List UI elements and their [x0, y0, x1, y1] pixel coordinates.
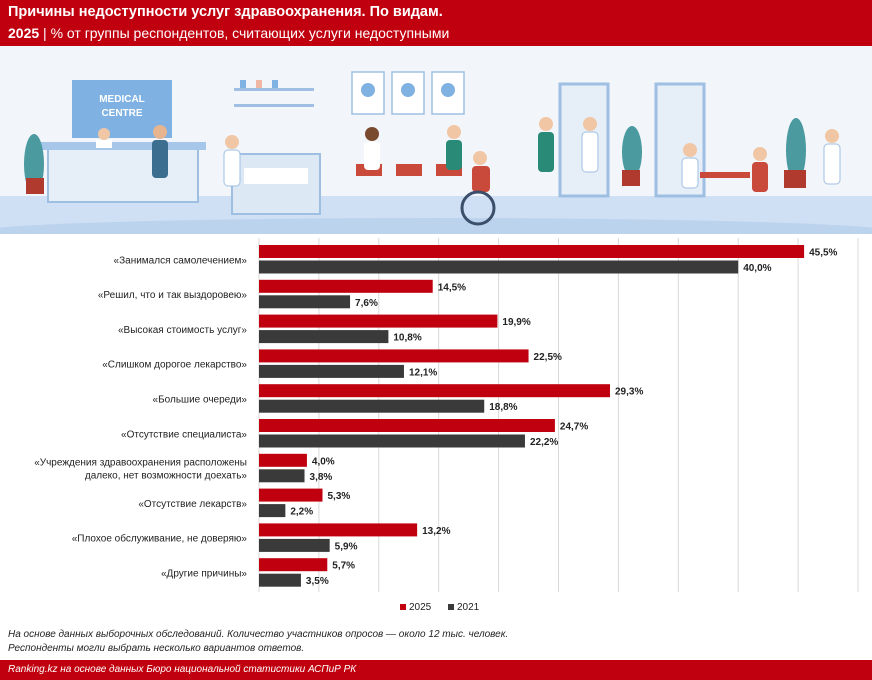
category-label: «Решил, что и так выздоровею» [98, 290, 248, 301]
category-label: «Плохое обслуживание, не доверяю» [72, 533, 248, 545]
subtitle-year: 2025 [8, 25, 40, 41]
bar-chart-svg: «Занимался самолечением» 45,5% 40,0% «Решил… [34, 238, 859, 613]
sign-line1: MEDICAL [99, 94, 145, 105]
legend-label: 2021 [457, 602, 480, 613]
bar-2025 [259, 488, 323, 502]
data-label: 22,5% [534, 352, 562, 363]
bar-2021 [259, 504, 286, 518]
bar-2025 [259, 523, 418, 537]
clinic-illustration: MEDICAL CENTRE [0, 46, 872, 234]
bar-2021 [259, 330, 389, 344]
bar-2021 [259, 364, 404, 378]
bar-2025 [259, 349, 529, 363]
category-label: «Отсутствие лекарств» [138, 499, 247, 510]
header-banner: Причины недоступности услуг здравоохране… [0, 0, 872, 46]
labels: «Занимался самолечением» 45,5% 40,0% «Решил… [34, 248, 837, 588]
bar-2025 [259, 558, 328, 572]
subtitle-text: % от группы респондентов, считающих услу… [50, 25, 450, 41]
footnotes: На основе данных выборочных обследований… [8, 628, 508, 655]
source-text: Ranking.kz на основе данных Бюро национа… [8, 664, 357, 675]
bar-2025 [259, 245, 805, 258]
category-label: «Высокая стоимость услуг» [118, 325, 247, 336]
chart-subtitle: 2025 | % от группы респондентов, считающ… [8, 25, 449, 41]
legend-swatch-2021 [448, 604, 454, 610]
data-label: 18,8% [489, 402, 517, 413]
bar-2021 [259, 434, 525, 448]
legend-label: 2025 [409, 602, 432, 613]
data-label: 3,5% [306, 576, 329, 587]
category-label: «Большие очереди» [153, 394, 248, 405]
legend: 2025 2021 [400, 602, 480, 613]
bar-2021 [259, 469, 305, 483]
bar-2021 [259, 295, 351, 309]
data-label: 5,3% [327, 491, 350, 502]
bar-2021 [259, 538, 330, 552]
footnote-line2: Респонденты могли выбрать несколько вари… [8, 642, 305, 654]
category-label: «Занимался самолечением» [114, 255, 248, 266]
data-label: 19,9% [502, 317, 530, 328]
data-label: 40,0% [743, 263, 771, 274]
bar-2021 [259, 399, 485, 413]
data-label: 5,7% [332, 561, 355, 572]
data-label: 3,8% [310, 472, 333, 483]
data-label: 29,3% [615, 387, 643, 398]
category-label: «Отсутствие специалиста» [121, 429, 247, 440]
bar-chart: «Занимался самолечением» 45,5% 40,0% «Решил… [0, 236, 872, 631]
bar-2021 [259, 260, 739, 274]
footer-banner: Ranking.kz на основе данных Бюро национа… [0, 660, 872, 680]
bar-2025 [259, 419, 555, 432]
footnote-line1: На основе данных выборочных обследований… [8, 629, 509, 640]
data-label: 12,1% [409, 367, 437, 378]
category-label: «Учреждения здравоохранения расположены [34, 458, 247, 469]
category-label: далеко, нет возможности доехать» [85, 471, 248, 482]
data-label: 4,0% [312, 456, 335, 467]
wheelchair [460, 190, 496, 226]
bar-2025 [259, 279, 433, 293]
bar-2025 [259, 384, 611, 398]
legend-swatch-2025 [400, 604, 406, 610]
sign-line2: CENTRE [101, 108, 142, 119]
bar-2021 [259, 573, 301, 587]
data-label: 45,5% [809, 248, 837, 259]
subtitle-separator: | [43, 25, 47, 41]
doctor-desk [700, 172, 750, 178]
bars [259, 245, 805, 587]
category-label: «Другие причины» [161, 568, 247, 579]
chart-title: Причины недоступности услуг здравоохране… [8, 4, 443, 20]
data-label: 13,2% [422, 526, 450, 537]
clinic-scene: MEDICAL CENTRE [0, 46, 872, 234]
category-label: «Слишком дорогое лекарство» [102, 360, 247, 371]
data-label: 24,7% [560, 422, 588, 433]
data-label: 2,2% [290, 507, 313, 518]
bar-2025 [259, 314, 498, 328]
bar-2025 [259, 453, 307, 467]
data-label: 10,8% [393, 333, 421, 344]
reception-desk [47, 145, 199, 203]
data-label: 14,5% [438, 282, 466, 293]
data-label: 7,6% [355, 298, 378, 309]
data-label: 5,9% [335, 541, 358, 552]
data-label: 22,2% [530, 437, 558, 448]
